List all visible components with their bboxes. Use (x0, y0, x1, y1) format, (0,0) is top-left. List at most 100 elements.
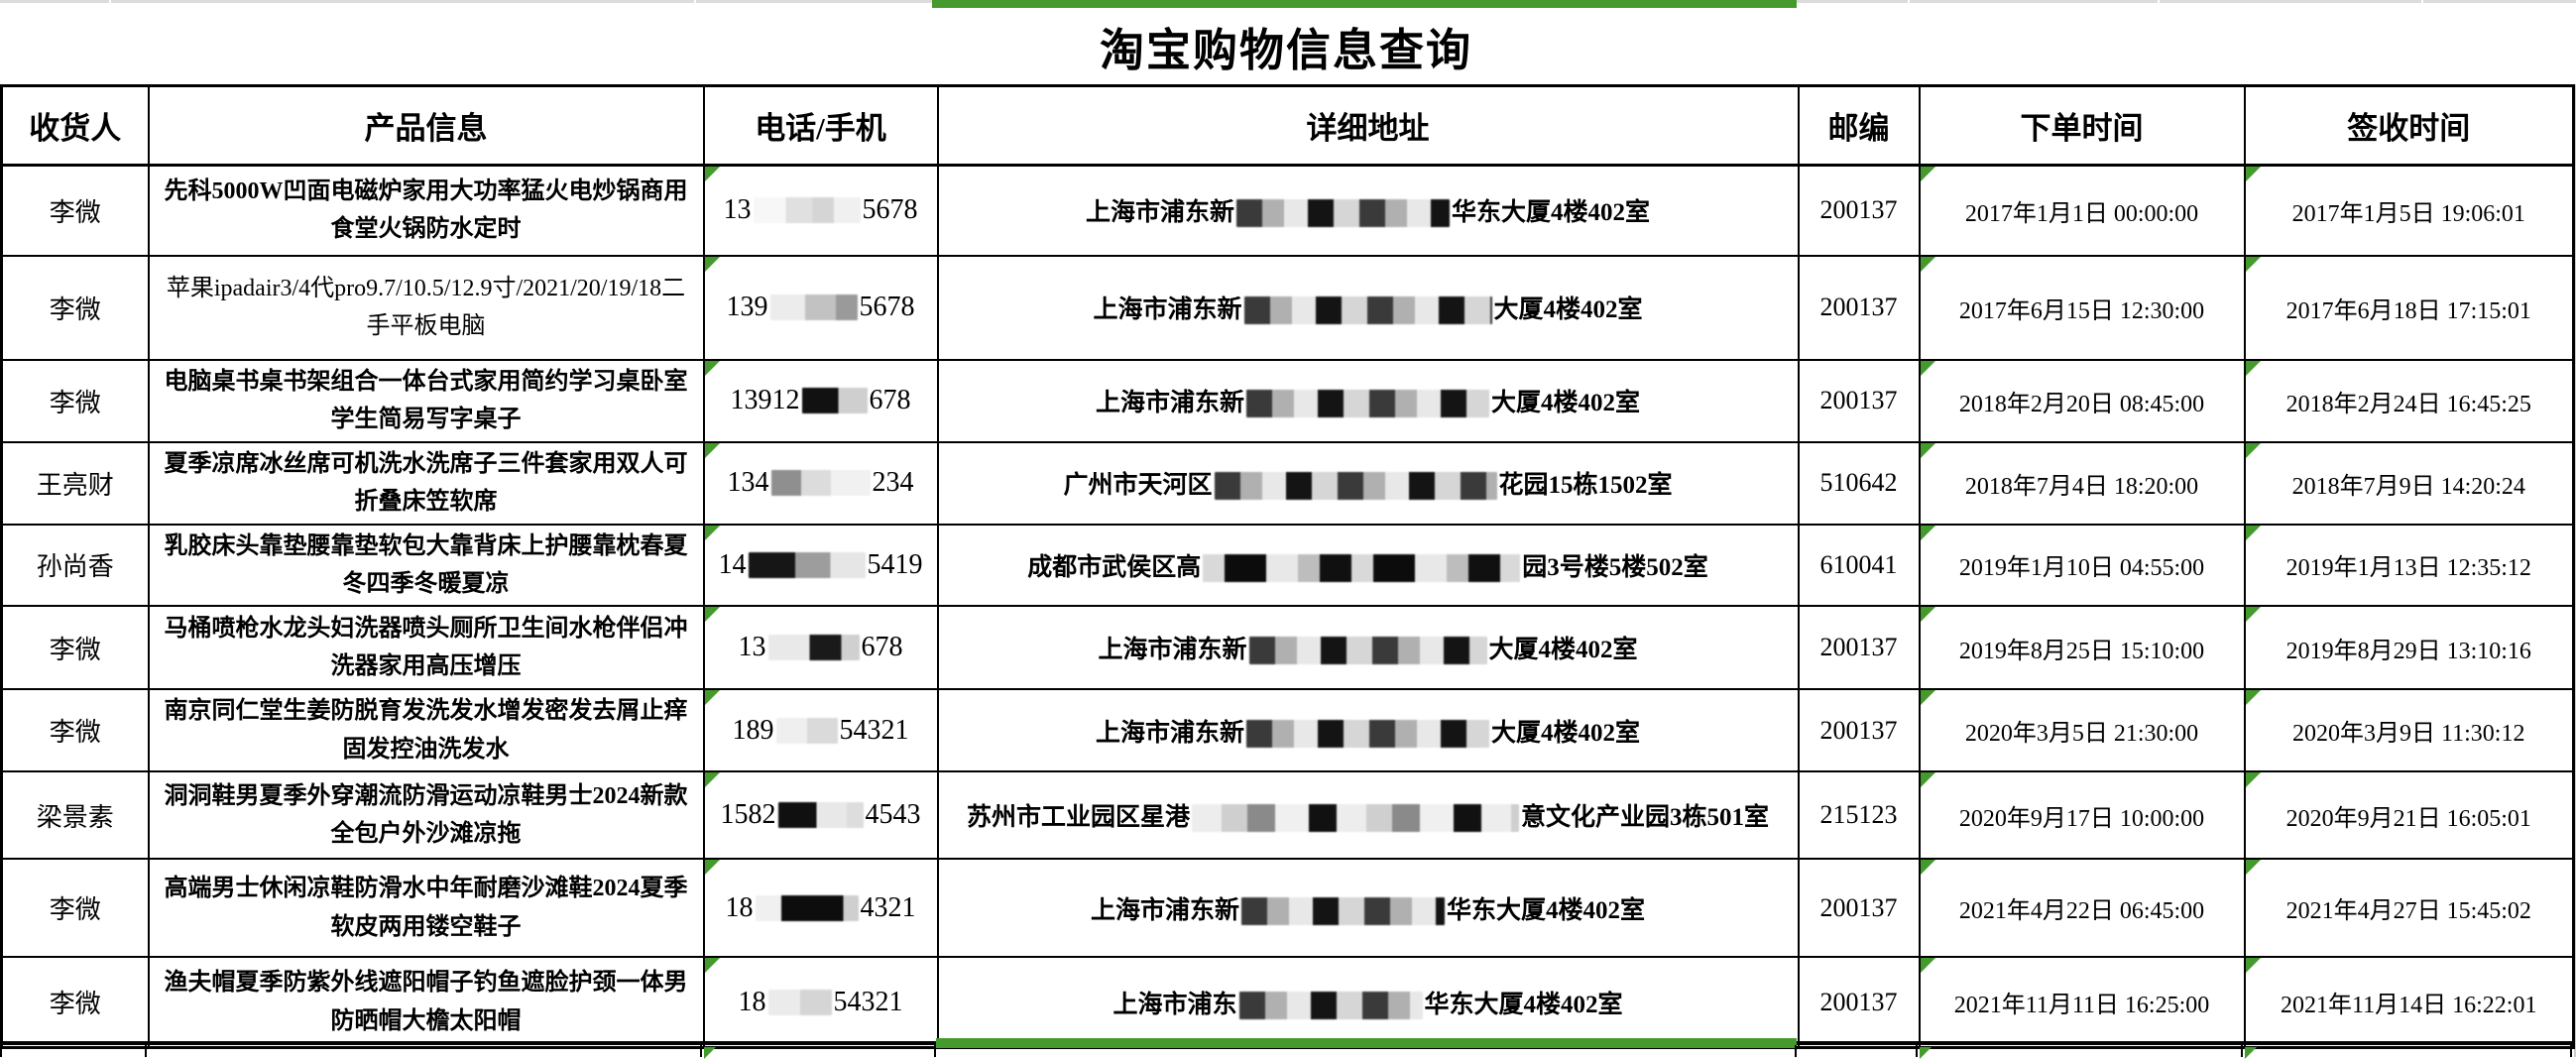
phone-cell[interactable]: 14 5419 (702, 523, 939, 608)
phone-cell[interactable]: 13 678 (702, 605, 939, 691)
order-time-cell[interactable]: 2021年4月22日 06:45:00 (1918, 858, 2246, 959)
address-cell[interactable]: 上海市浦东 华东大厦4楼402室 (936, 956, 1800, 1049)
green-triangle-icon (704, 1047, 716, 1059)
recipient-cell[interactable]: 王亮财 (0, 440, 150, 526)
phone-prefix: 139 (726, 292, 768, 322)
postal-cell[interactable]: 200137 (1797, 605, 1921, 691)
col-header-phone[interactable]: 电话/手机 (702, 84, 939, 167)
product-cell[interactable]: 乳胶床头靠垫腰靠垫软包大靠背床上护腰靠枕春夏冬四季冬暖夏凉 (147, 523, 705, 608)
product-cell[interactable]: 南京同仁堂生姜防脱育发洗发水增发密发去屑止痒固发控油洗发水 (147, 688, 705, 773)
sign-time-cell[interactable]: 2019年1月13日 12:35:12 (2243, 523, 2575, 608)
address-cell[interactable]: 苏州市工业园区星港 意文化产业园3栋501室 (936, 770, 1800, 861)
col-header-product[interactable]: 产品信息 (147, 84, 705, 167)
recipient-cell[interactable]: 李微 (0, 956, 150, 1049)
recipient-cell[interactable]: 李微 (0, 858, 150, 959)
phone-suffix: 4543 (865, 799, 921, 831)
order-time-cell[interactable]: 2018年7月4日 18:20:00 (1918, 440, 2246, 526)
product-cell[interactable]: 苹果ipadair3/4代pro9.7/10.5/12.9寸/2021/20/1… (147, 254, 705, 361)
sign-time-cell[interactable]: 2018年7月9日 14:20:24 (2243, 440, 2575, 526)
address-cell[interactable]: 上海市浦东新 大厦4楼402室 (936, 358, 1800, 443)
sign-time-cell[interactable]: 2017年1月5日 19:06:01 (2243, 164, 2575, 257)
address-suffix: 意文化产业园3栋501室 (1521, 804, 1770, 832)
gridline (2158, 0, 2160, 3)
sign-time-cell[interactable]: 2020年3月9日 11:30:12 (2243, 688, 2575, 773)
address-cell[interactable]: 上海市浦东新 华东大厦4楼402室 (936, 858, 1800, 959)
order-time: 2020年9月17日 10:00:00 (1958, 805, 2205, 832)
recipient-cell[interactable]: 梁景素 (0, 770, 150, 861)
product-cell[interactable]: 高端男士休闲凉鞋防滑水中年耐磨沙滩鞋2024夏季软皮两用镂空鞋子 (147, 858, 705, 959)
order-time-cell[interactable]: 2020年3月5日 21:30:00 (1918, 688, 2246, 773)
sign-time-cell[interactable]: 2020年9月21日 16:05:01 (2243, 770, 2575, 861)
address-cell[interactable]: 上海市浦东新 华东大厦4楼402室 (936, 164, 1800, 257)
order-time: 2017年1月1日 00:00:00 (1964, 200, 2199, 227)
postal-cell[interactable]: 215123 (1797, 770, 1921, 861)
recipient-cell[interactable]: 李微 (0, 164, 150, 257)
sign-time-cell[interactable]: 2019年8月29日 13:10:16 (2243, 605, 2575, 691)
address-prefix: 广州市天河区 (1063, 472, 1213, 499)
address-prefix: 上海市浦东新 (1093, 296, 1242, 323)
table-row: 王亮财 夏季凉席冰丝席可机洗水洗席子三件套家用双人可折叠床笠软席 134 234 … (0, 440, 2575, 526)
sign-time-cell[interactable]: 2021年4月27日 15:45:02 (2243, 858, 2575, 959)
order-time-cell[interactable]: 2018年2月20日 08:45:00 (1918, 358, 2246, 443)
postal-cell[interactable]: 200137 (1797, 358, 1921, 443)
product-cell[interactable]: 夏季凉席冰丝席可机洗水洗席子三件套家用双人可折叠床笠软席 (147, 440, 705, 526)
address-cell[interactable]: 成都市武侯区高 园3号楼5楼502室 (936, 523, 1800, 608)
recipient-cell[interactable]: 孙尚香 (0, 523, 150, 608)
product-cell[interactable]: 渔夫帽夏季防紫外线遮阳帽子钓鱼遮脸护颈一体男防晒帽大檐太阳帽 (147, 956, 705, 1049)
postal-cell[interactable]: 510642 (1797, 440, 1921, 526)
postal-cell[interactable]: 200137 (1797, 858, 1921, 959)
phone-cell[interactable]: 1582 4543 (702, 770, 939, 861)
phone-cell[interactable]: 18 4321 (702, 858, 939, 959)
address-cell[interactable]: 上海市浦东新 大厦4楼402室 (936, 254, 1800, 361)
postal-cell[interactable]: 610041 (1797, 523, 1921, 608)
table-row: 李微 马桶喷枪水龙头妇洗器喷头厕所卫生间水枪伴侣冲洗器家用高压增压 13 678 … (0, 605, 2575, 691)
phone-cell[interactable]: 189 54321 (702, 688, 939, 773)
order-time-cell[interactable]: 2017年6月15日 12:30:00 (1918, 254, 2246, 361)
recipient-cell[interactable]: 李微 (0, 688, 150, 773)
postal-cell[interactable]: 200137 (1797, 254, 1921, 361)
product-cell[interactable]: 先科5000W凹面电磁炉家用大功率猛火电炒锅商用食堂火锅防水定时 (147, 164, 705, 257)
postal-cell[interactable]: 200137 (1797, 956, 1921, 1049)
phone-cell[interactable]: 13912 678 (702, 358, 939, 443)
col-header-sign-time[interactable]: 签收时间 (2243, 84, 2575, 167)
postal-cell[interactable]: 200137 (1797, 164, 1921, 257)
gridline (145, 1045, 147, 1057)
recipient-cell[interactable]: 李微 (0, 254, 150, 361)
order-time-cell[interactable]: 2021年11月11日 16:25:00 (1918, 956, 2246, 1049)
recipient-cell[interactable]: 李微 (0, 358, 150, 443)
col-header-recipient[interactable]: 收货人 (0, 84, 150, 167)
address-cell[interactable]: 上海市浦东新 大厦4楼402室 (936, 688, 1800, 773)
redaction-mask (775, 717, 838, 744)
order-time-cell[interactable]: 2017年1月1日 00:00:00 (1918, 164, 2246, 257)
phone-cell[interactable]: 13 5678 (702, 164, 939, 257)
phone-cell[interactable]: 134 234 (702, 440, 939, 526)
phone-cell[interactable]: 139 5678 (702, 254, 939, 361)
address-cell[interactable]: 广州市天河区 花园15栋1502室 (936, 440, 1800, 526)
order-time-cell[interactable]: 2020年9月17日 10:00:00 (1918, 770, 2246, 861)
postal-cell[interactable]: 200137 (1797, 688, 1921, 773)
sign-time-cell[interactable]: 2021年11月14日 16:22:01 (2243, 956, 2575, 1049)
redaction-mask (767, 635, 860, 661)
gridline (694, 0, 696, 3)
sign-time-cell[interactable]: 2017年6月18日 17:15:01 (2243, 254, 2575, 361)
col-header-order-time[interactable]: 下单时间 (1918, 84, 2246, 167)
table-row: 孙尚香 乳胶床头靠垫腰靠垫软包大靠背床上护腰靠枕春夏冬四季冬暖夏凉 14 5419… (0, 523, 2575, 608)
phone-suffix: 5678 (859, 292, 915, 322)
product-cell[interactable]: 马桶喷枪水龙头妇洗器喷头厕所卫生间水枪伴侣冲洗器家用高压增压 (147, 605, 705, 691)
green-triangle-icon (2246, 361, 2261, 376)
redaction-mask (777, 802, 864, 829)
recipient-cell[interactable]: 李微 (0, 605, 150, 691)
product-cell[interactable]: 电脑桌书桌书架组合一体台式家用简约学习桌卧室学生简易写字桌子 (147, 358, 705, 443)
phone-suffix: 54321 (833, 986, 903, 1017)
green-triangle-icon (1921, 608, 1935, 623)
col-header-address[interactable]: 详细地址 (936, 84, 1800, 167)
address-suffix: 大厦4楼402室 (1491, 390, 1641, 416)
col-header-postal[interactable]: 邮编 (1797, 84, 1921, 167)
order-time-cell[interactable]: 2019年8月25日 15:10:00 (1918, 605, 2246, 691)
order-time-cell[interactable]: 2019年1月10日 04:55:00 (1918, 523, 2246, 608)
sign-time-cell[interactable]: 2018年2月24日 16:45:25 (2243, 358, 2575, 443)
address-cell[interactable]: 上海市浦东新 大厦4楼402室 (936, 605, 1800, 691)
product-cell[interactable]: 洞洞鞋男夏季外穿潮流防滑运动凉鞋男士2024新款全包户外沙滩凉拖 (147, 770, 705, 861)
phone-cell[interactable]: 18 54321 (702, 956, 939, 1049)
